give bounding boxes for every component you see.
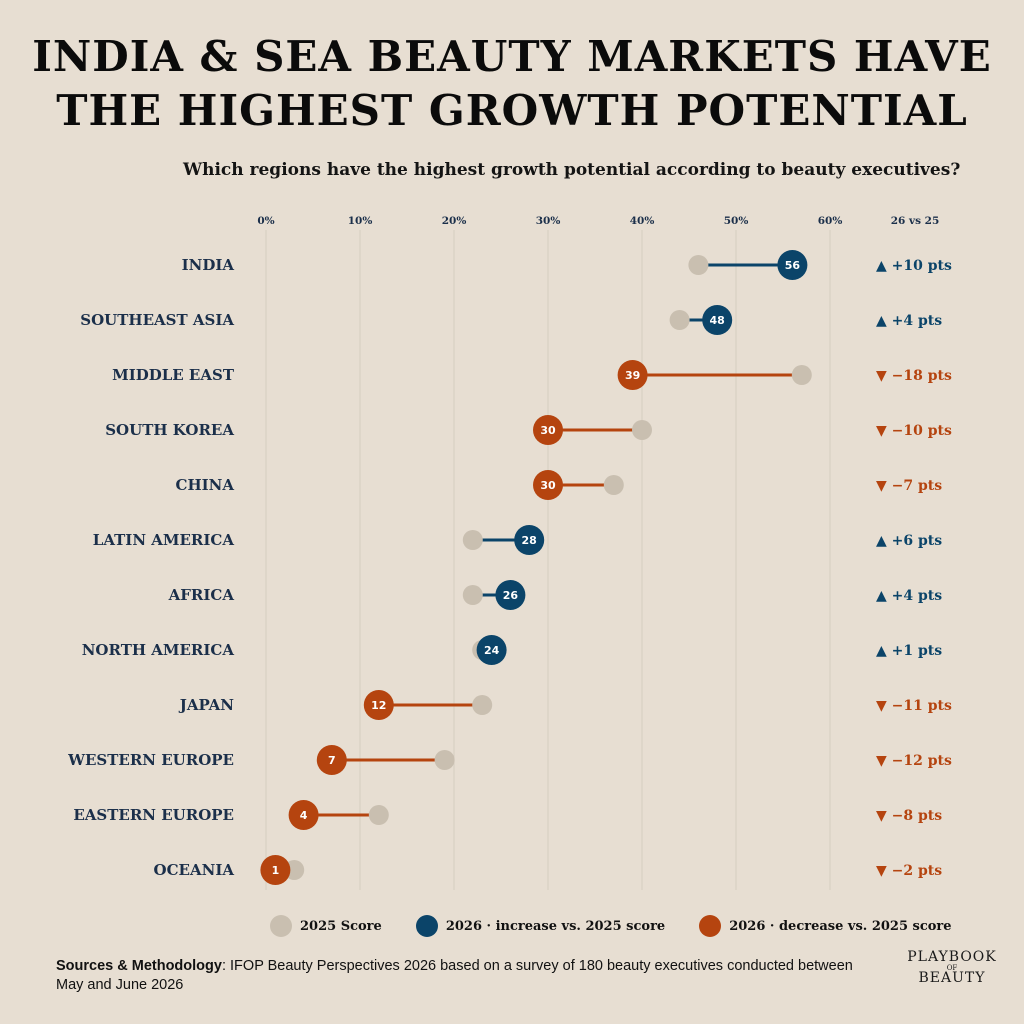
delta-label: ▼ −8 pts — [876, 808, 942, 824]
point-2025 — [669, 310, 690, 330]
legend-dot-2025 — [270, 915, 292, 937]
category-label: OCEANIA — [154, 861, 235, 879]
data-label-2026: 39 — [625, 369, 640, 382]
delta-label: ▼ −18 pts — [876, 368, 952, 384]
legend-item-2025: 2025 Score — [270, 915, 382, 937]
point-2026 — [533, 415, 563, 445]
point-2026 — [777, 250, 808, 280]
logo-line-2: OF — [946, 964, 958, 972]
delta-label: ▲ +4 pts — [876, 588, 942, 604]
point-2026 — [260, 855, 291, 885]
category-label: SOUTH KOREA — [105, 421, 234, 439]
delta-label: ▼ −12 pts — [876, 753, 952, 769]
x-tick-label: 0% — [257, 215, 274, 227]
delta-label: ▼ −10 pts — [876, 423, 952, 439]
category-label: AFRICA — [168, 586, 235, 604]
data-label-2026: 56 — [785, 259, 801, 272]
source-label: Sources & Methodology — [56, 958, 222, 974]
data-label-2026: 1 — [272, 864, 280, 877]
title-line-1: INDIA & SEA BEAUTY MARKETS HAVE — [32, 32, 992, 81]
point-2025 — [462, 530, 483, 550]
data-label-2026: 7 — [328, 754, 336, 767]
x-tick-label: 50% — [724, 215, 749, 227]
data-label-2026: 26 — [503, 589, 519, 602]
data-label-2026: 4 — [300, 809, 308, 822]
category-label: EASTERN EUROPE — [73, 806, 234, 824]
category-label: INDIA — [182, 256, 235, 274]
delta-label: ▼ −2 pts — [876, 863, 942, 879]
logo-line-3: BEAUTY — [918, 970, 986, 986]
data-label-2026: 48 — [710, 314, 725, 327]
delta-label: ▲ +4 pts — [876, 313, 942, 329]
x-tick-label: 10% — [348, 215, 373, 227]
legend-label-decrease: 2026 · decrease vs. 2025 score — [729, 918, 952, 934]
delta-label: ▲ +6 pts — [876, 533, 942, 549]
point-2025 — [688, 255, 709, 275]
delta-label: ▲ +10 pts — [876, 258, 952, 274]
data-label-2026: 12 — [371, 699, 386, 712]
delta-label: ▲ +1 pts — [876, 643, 942, 659]
source-note: Sources & Methodology: IFOP Beauty Persp… — [56, 957, 856, 995]
data-label-2026: 28 — [522, 534, 537, 547]
data-label-2026: 24 — [484, 644, 500, 657]
legend-item-decrease: 2026 · decrease vs. 2025 score — [699, 915, 952, 937]
brand-logo: PLAYBOOK OF BEAUTY — [900, 949, 1004, 986]
x-tick-label: 60% — [818, 215, 843, 227]
point-2026 — [514, 525, 545, 555]
legend-label-increase: 2026 · increase vs. 2025 score — [445, 918, 666, 934]
point-2026 — [617, 360, 648, 390]
source-text: : IFOP Beauty Perspectives 2026 based on… — [56, 958, 853, 993]
point-2026 — [316, 745, 347, 775]
chart-subtitle: Which regions have the highest growth po… — [183, 160, 961, 180]
category-label: MIDDLE EAST — [112, 366, 235, 384]
title-line-2: THE HIGHEST GROWTH POTENTIAL — [56, 86, 968, 135]
point-2025 — [434, 750, 455, 770]
x-tick-label: 20% — [442, 215, 467, 227]
delta-header: 26 vs 25 — [891, 215, 940, 227]
point-2025 — [603, 475, 624, 495]
point-2025 — [472, 695, 493, 715]
chart-title: INDIA & SEA BEAUTY MARKETS HAVE THE HIGH… — [0, 30, 1024, 138]
category-label: SOUTHEAST ASIA — [80, 311, 234, 329]
legend-label-2025: 2025 Score — [300, 918, 382, 934]
category-label: LATIN AMERICA — [93, 531, 235, 549]
point-2025 — [368, 805, 389, 825]
category-label: CHINA — [176, 476, 235, 494]
point-2025 — [462, 585, 483, 605]
point-2026 — [363, 690, 394, 720]
category-label: WESTERN EUROPE — [67, 751, 234, 769]
x-tick-label: 30% — [536, 215, 561, 227]
x-tick-label: 40% — [630, 215, 655, 227]
point-2025 — [791, 365, 812, 385]
delta-label: ▼ −11 pts — [876, 698, 952, 714]
data-label-2026: 30 — [540, 424, 556, 437]
data-label-2026: 30 — [540, 479, 556, 492]
dumbbell-chart: 0% 10% 20% 30% 40% 50% 60% 26 vs 25 INDIA 56 ▲ +10… — [67, 215, 952, 890]
point-2026 — [533, 470, 563, 500]
legend-item-increase: 2026 · increase vs. 2025 score — [415, 915, 666, 937]
logo-line-1: PLAYBOOK — [907, 949, 997, 965]
delta-label: ▼ −7 pts — [876, 478, 942, 494]
legend-dot-increase — [415, 915, 438, 937]
category-label: NORTH AMERICA — [82, 641, 235, 659]
point-2026 — [476, 635, 507, 665]
legend: 2025 Score 2026 · increase vs. 2025 scor… — [270, 912, 986, 940]
legend-dot-decrease — [699, 915, 722, 937]
point-2026 — [288, 800, 319, 830]
point-2026 — [495, 580, 526, 610]
point-2026 — [702, 305, 733, 335]
category-label: JAPAN — [178, 696, 235, 714]
point-2025 — [632, 420, 652, 440]
